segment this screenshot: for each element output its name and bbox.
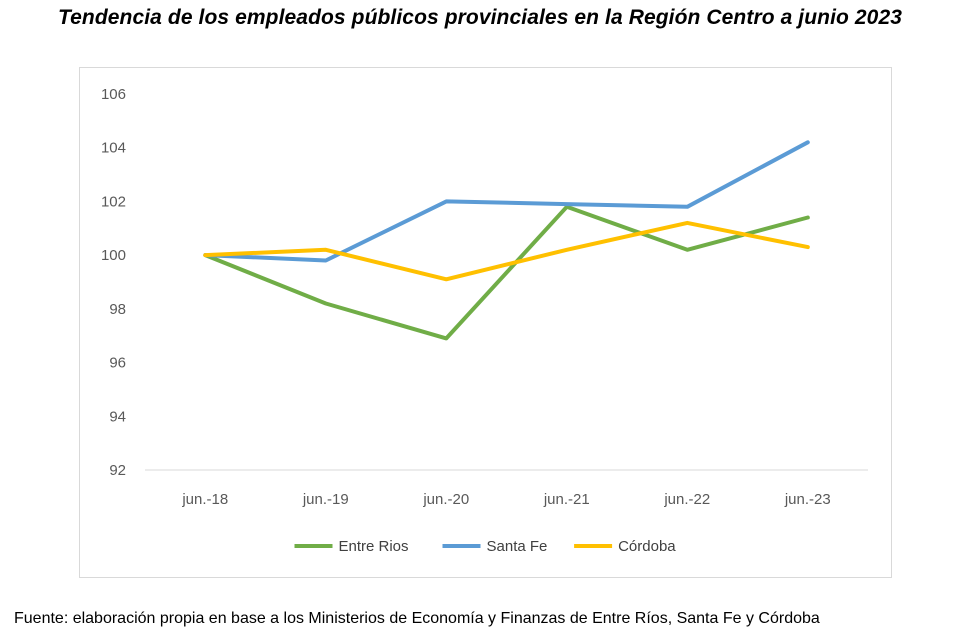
legend-label: Entre Rios: [339, 538, 409, 555]
x-tick-label: jun.-21: [543, 491, 590, 508]
source-note: Fuente: elaboración propia en base a los…: [14, 610, 820, 627]
y-tick-label: 92: [109, 462, 126, 479]
series-line-córdoba: [203, 220, 810, 282]
y-tick-label: 102: [101, 193, 126, 210]
chart-title: Tendencia de los empleados públicos prov…: [57, 6, 903, 29]
legend: Entre Rios Santa Fe Córdoba: [294, 538, 676, 555]
y-tick-label: 106: [101, 86, 126, 103]
y-tick-label: 94: [109, 408, 126, 425]
x-tick-label: jun.-22: [663, 491, 710, 508]
x-tick-label: jun.-23: [784, 491, 831, 508]
chart-area: [79, 67, 892, 578]
y-axis: 92 94 96 98 100 102 104 106: [101, 86, 126, 479]
legend-label: Santa Fe: [487, 538, 548, 555]
x-tick-label: jun.-18: [181, 491, 228, 508]
legend-label: Córdoba: [618, 538, 676, 555]
series-line-santa-fe: [203, 140, 810, 263]
x-axis: jun.-18 jun.-19 jun.-20 jun.-21 jun.-22 jun.-…: [145, 469, 868, 508]
series-lines: [203, 140, 810, 341]
y-tick-label: 100: [101, 247, 126, 264]
x-tick-label: jun.-20: [422, 491, 469, 508]
y-tick-label: 104: [101, 140, 126, 157]
y-tick-label: 96: [109, 355, 126, 372]
series-line-entre-rios: [203, 204, 810, 341]
x-tick-label: jun.-19: [302, 491, 349, 508]
y-tick-label: 98: [109, 301, 126, 318]
